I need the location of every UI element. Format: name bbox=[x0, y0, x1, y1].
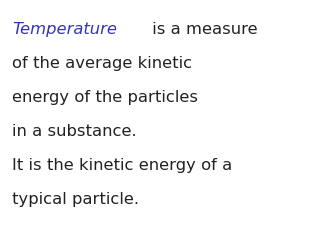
Text: of the average kinetic: of the average kinetic bbox=[12, 56, 192, 71]
Text: Temperature: Temperature bbox=[12, 22, 117, 37]
Text: It is the kinetic energy of a: It is the kinetic energy of a bbox=[12, 158, 232, 173]
Text: energy of the particles: energy of the particles bbox=[12, 90, 198, 105]
Text: is a measure: is a measure bbox=[148, 22, 258, 37]
Text: typical particle.: typical particle. bbox=[12, 192, 139, 207]
Text: in a substance.: in a substance. bbox=[12, 124, 137, 139]
